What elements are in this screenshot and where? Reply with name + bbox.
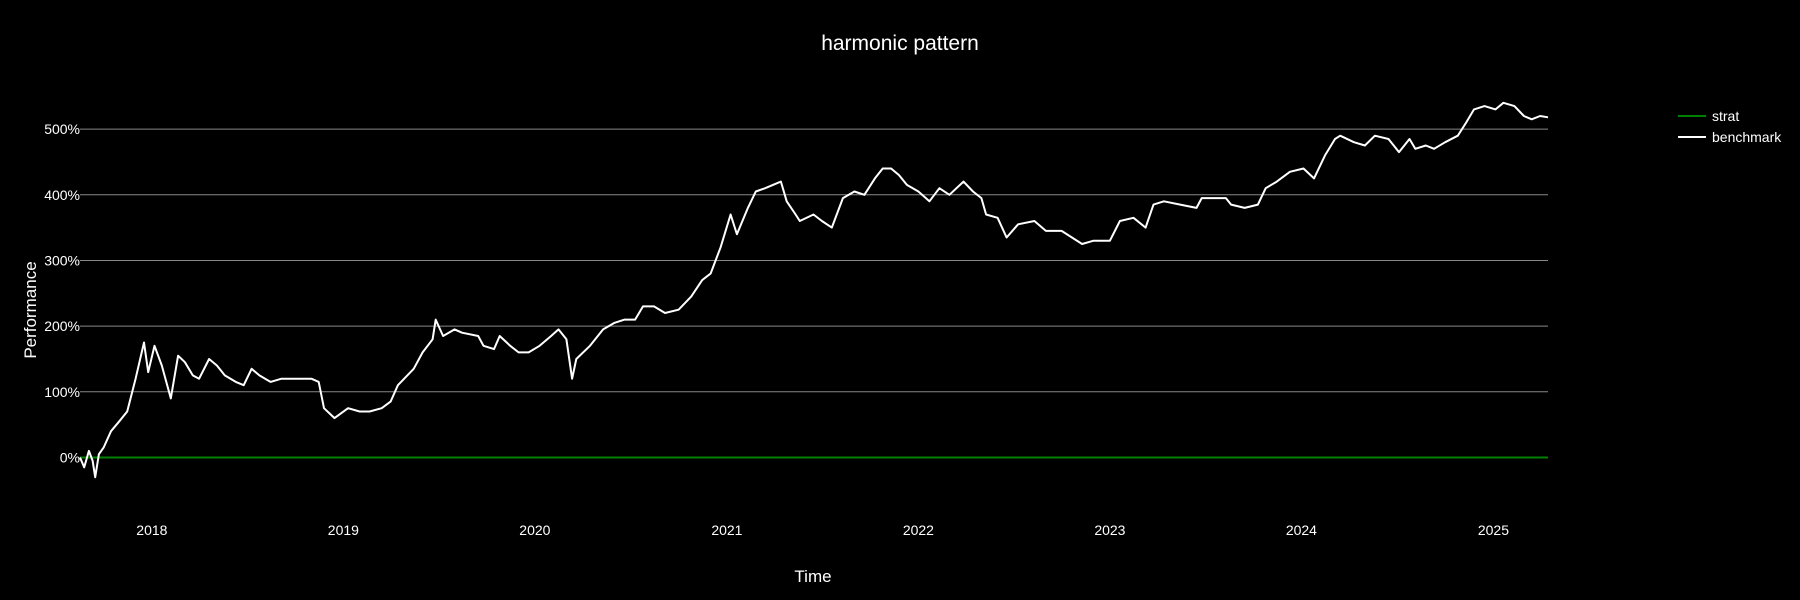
- x-tick-label: 2018: [136, 522, 167, 538]
- legend-label-benchmark: benchmark: [1712, 129, 1782, 145]
- x-tick-label: 2024: [1286, 522, 1317, 538]
- series-lines: [79, 101, 1549, 479]
- gridlines: [80, 128, 1548, 393]
- x-axis-title: Time: [794, 567, 831, 586]
- x-tick-label: 2022: [903, 522, 934, 538]
- chart-title: harmonic pattern: [821, 32, 979, 55]
- x-tick-label: 2021: [711, 522, 742, 538]
- legend: strat benchmark: [1678, 108, 1782, 145]
- legend-label-strat: strat: [1712, 108, 1739, 124]
- axes: 0% 100% 200% 300% 400% 500% 2018 2019 2020 2021 20…: [44, 121, 1509, 538]
- y-axis-title: Performance: [21, 261, 40, 358]
- x-tick-label: 2019: [328, 522, 359, 538]
- y-tick-label: 200%: [44, 318, 80, 334]
- x-tick-label: 2020: [519, 522, 550, 538]
- series-line-benchmark: [79, 101, 1549, 479]
- y-tick-label: 300%: [44, 252, 80, 268]
- x-tick-label: 2023: [1094, 522, 1125, 538]
- y-tick-label: 0%: [60, 449, 80, 465]
- y-tick-label: 500%: [44, 121, 80, 137]
- y-tick-label: 400%: [44, 187, 80, 203]
- x-tick-label: 2025: [1478, 522, 1509, 538]
- y-tick-label: 100%: [44, 384, 80, 400]
